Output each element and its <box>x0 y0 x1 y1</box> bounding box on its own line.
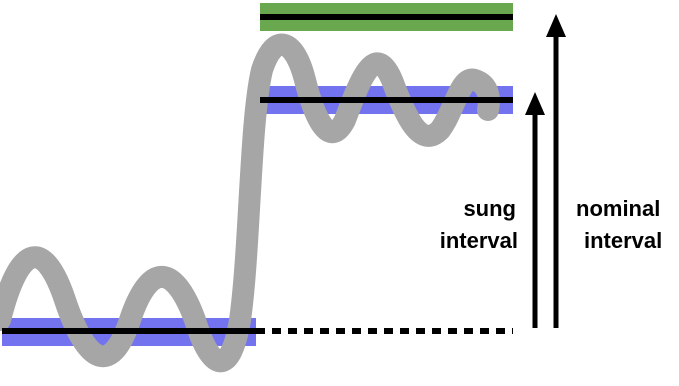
nominal-interval-label-line2: interval <box>584 228 662 253</box>
nominal-interval-arrow <box>546 14 566 328</box>
sung-interval-label-line1: sung <box>463 196 516 221</box>
sung-interval-arrow <box>525 92 545 328</box>
pitch-contour <box>0 33 500 373</box>
sung-interval-label-line2: interval <box>440 228 518 253</box>
nominal-interval-label-line1: nominal <box>576 196 660 221</box>
